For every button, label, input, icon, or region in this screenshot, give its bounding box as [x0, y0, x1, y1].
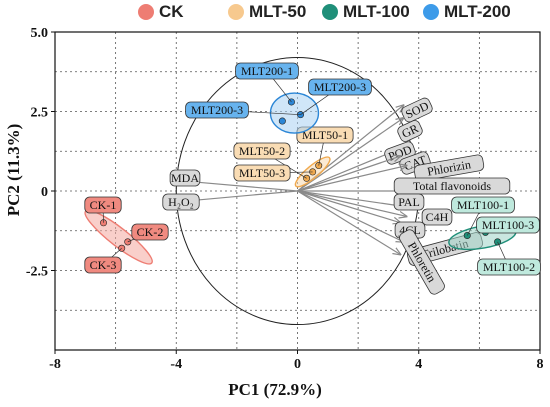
loading-label: Phlorizin	[413, 154, 485, 182]
loading-label-text: MDA	[171, 171, 199, 185]
loading-arrow-PAL	[297, 190, 407, 207]
point-label: MLT100-3	[476, 216, 540, 234]
loading-label-box	[421, 208, 453, 226]
point-label-box	[451, 196, 515, 214]
loading-label-text: C4H	[426, 210, 449, 224]
point-label: CK-2	[131, 223, 169, 241]
loading-label: H₂O₂	[162, 193, 200, 211]
x-tick-label: -8	[49, 357, 61, 372]
point-label: MLT50-2	[233, 142, 291, 160]
y-tick-label: -2.5	[26, 265, 48, 280]
point-label-box	[235, 62, 299, 80]
loading-label-box	[393, 177, 511, 195]
loading-arrow-MDA	[188, 181, 298, 192]
loading-arrow-GR	[297, 118, 404, 192]
point-label-text: CK-1	[90, 198, 117, 212]
loading-label-box	[169, 169, 201, 187]
point-label: MLT50-1	[296, 126, 354, 144]
legend-label-mlt100: MLT-100	[343, 2, 410, 21]
point-label-box	[477, 258, 541, 276]
loading-label-box	[401, 97, 433, 123]
legend-swatch-mlt100	[322, 4, 338, 20]
legend-item-ck: CK	[138, 2, 184, 22]
y-tick-label: 5.0	[31, 26, 49, 41]
point-label-text: MLT200-3	[191, 103, 243, 117]
point-label: MLT100-1	[451, 196, 515, 214]
legend-item-mlt100: MLT-100	[322, 2, 410, 22]
point-label-text: MLT50-2	[239, 144, 285, 158]
loading-label-box	[397, 120, 423, 142]
point-label-text: MLT100-2	[483, 260, 535, 274]
point-label-box	[84, 256, 122, 274]
x-tick-label: -4	[170, 357, 182, 372]
x-tick-label: 4	[415, 357, 422, 372]
point-label-text: MLT50-3	[239, 166, 285, 180]
point-label-box	[131, 223, 169, 241]
loading-label-box	[399, 229, 445, 295]
loading-label: MDA	[169, 169, 201, 187]
y-axis-label: PC2 (11.3%)	[4, 123, 23, 217]
point-label-text: MLT100-1	[457, 198, 509, 212]
x-axis-label: PC1 (72.9%)	[228, 380, 322, 399]
loading-label-text: Total flavonoids	[413, 179, 491, 193]
point-label-text: MLT100-3	[482, 218, 534, 232]
loading-arrow-CAT	[297, 156, 401, 192]
point-label-text: MLT200-3	[314, 80, 366, 94]
legend-swatch-mlt200	[423, 4, 439, 20]
point-label-text: MLT200-1	[241, 64, 293, 78]
loading-label-text: PAL	[398, 195, 420, 209]
point-label-box	[476, 216, 540, 234]
loading-arrow-C4H	[297, 190, 407, 216]
loading-arrow-Phloretin	[297, 190, 401, 255]
loading-arrow-POD	[297, 150, 398, 192]
loading-label-box	[162, 193, 200, 211]
data-point	[287, 98, 295, 106]
point-label-box	[308, 78, 372, 96]
loading-label: SOD	[401, 97, 433, 123]
point-label-box	[233, 142, 291, 160]
legend-label-mlt200: MLT-200	[444, 2, 511, 21]
loading-arrow-Trilobatin	[297, 190, 404, 242]
legend-item-mlt50: MLT-50	[228, 2, 306, 22]
x-tick-label: 0	[294, 357, 301, 372]
point-label-box	[84, 196, 122, 214]
loading-label-box	[413, 154, 485, 182]
data-point	[278, 117, 286, 125]
loading-label: GR	[397, 120, 423, 142]
point-label: MLT200-3	[308, 78, 372, 96]
point-label-text: CK-3	[90, 258, 117, 272]
point-label: MLT100-2	[477, 258, 541, 276]
legend: CK MLT-50 MLT-100 MLT-200	[0, 0, 550, 28]
loading-label: PAL	[393, 193, 425, 211]
point-label: MLT200-1	[235, 62, 299, 80]
legend-label-ck: CK	[159, 2, 184, 21]
legend-swatch-mlt50	[228, 4, 244, 20]
point-label-text: CK-2	[137, 225, 164, 239]
legend-swatch-ck	[138, 4, 154, 20]
point-label-box	[233, 164, 291, 182]
loading-label-text: H₂O₂	[168, 195, 194, 209]
legend-item-mlt200: MLT-200	[423, 2, 511, 22]
loading-label: Phloretin	[399, 229, 445, 295]
point-label: CK-3	[84, 256, 122, 274]
point-label: MLT200-3	[185, 101, 249, 119]
loading-label-text: GR	[399, 121, 420, 141]
point-label-box	[185, 101, 249, 119]
x-tick-label: 8	[537, 357, 544, 372]
loading-arrow-H₂O₂	[191, 190, 298, 201]
legend-label-mlt50: MLT-50	[249, 2, 307, 21]
point-label-box	[296, 126, 354, 144]
loading-arrow-4CL	[297, 190, 401, 223]
point-label-text: MLT50-1	[302, 128, 348, 142]
loading-label: C4H	[421, 208, 453, 226]
point-label: CK-1	[84, 196, 122, 214]
loading-label: Total flavonoids	[393, 177, 511, 195]
loading-label-box	[393, 193, 425, 211]
y-tick-label: 0	[41, 185, 48, 200]
point-label: MLT50-3	[233, 164, 291, 182]
loading-arrow-Phlorizin	[297, 166, 407, 192]
y-tick-label: 2.5	[31, 106, 49, 121]
